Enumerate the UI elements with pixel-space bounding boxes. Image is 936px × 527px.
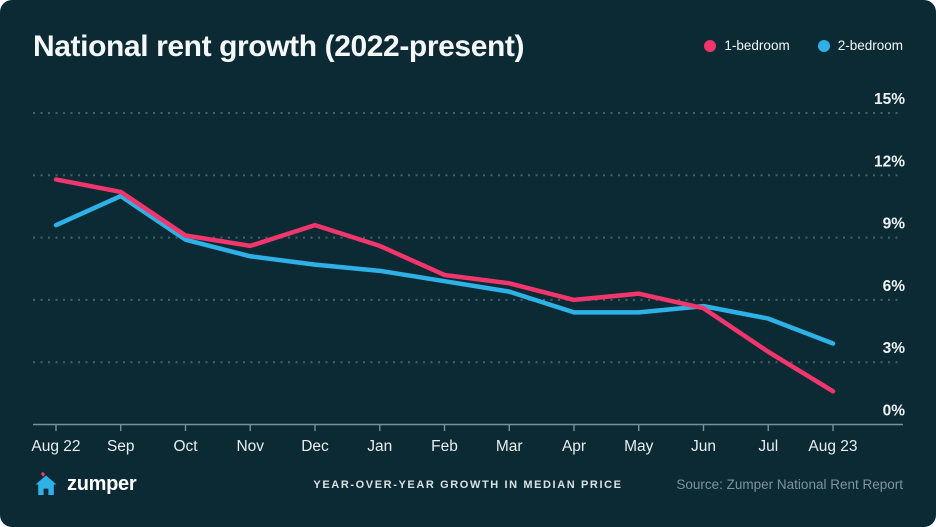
legend-item-2-bedroom: 2-bedroom [817,38,903,53]
x-axis-label-aug-23: Aug 23 [808,438,857,455]
series-line-1-bedroom [53,177,836,394]
zumper-house-heart-icon [35,472,57,495]
x-axis-label-aug-22: Aug 22 [31,438,80,455]
x-axis-label-jun: Jun [691,438,716,455]
chart-header: National rent growth (2022-present) 1-be… [33,30,903,64]
y-axis-label-15-percent: 15% [874,91,905,108]
chart-footer: zumper YEAR-OVER-YEAR GROWTH IN MEDIAN P… [33,468,903,504]
x-axis-label-may: May [624,438,654,455]
x-axis-label-nov: Nov [236,438,264,455]
x-axis-label-dec: Dec [301,438,329,455]
legend-item-1-bedroom: 1-bedroom [704,38,790,53]
footer-caption: YEAR-OVER-YEAR GROWTH IN MEDIAN PRICE [313,479,623,491]
chart-title: National rent growth (2022-present) [33,30,525,63]
zumper-brand: zumper [33,470,137,498]
legend-dot-1-bedroom-icon [704,39,717,52]
series-line-2-bedroom [53,193,836,346]
footer-source: Source: Zumper National Rent Report [676,477,903,492]
legend-label-2-bedroom: 2-bedroom [837,38,903,53]
y-axis-label-9-percent: 9% [883,216,906,233]
legend-label-1-bedroom: 1-bedroom [724,38,790,53]
x-axis-label-jan: Jan [367,438,392,455]
chart-legend: 1-bedroom 2-bedroom [704,38,903,53]
y-axis-label-0-percent: 0% [883,403,906,420]
x-axis-label-feb: Feb [431,438,458,455]
y-axis-label-3-percent: 3% [883,340,906,357]
x-axis-label-mar: Mar [496,438,523,455]
x-axis-label-apr: Apr [562,438,586,455]
x-axis-label-sep: Sep [107,438,135,455]
y-axis-label-12-percent: 12% [874,153,905,170]
legend-dot-2-bedroom-icon [817,39,830,52]
x-axis-label-jul: Jul [758,438,778,455]
x-axis-label-oct: Oct [173,438,198,455]
brand-name: zumper [67,472,137,495]
y-axis-label-6-percent: 6% [883,278,906,295]
